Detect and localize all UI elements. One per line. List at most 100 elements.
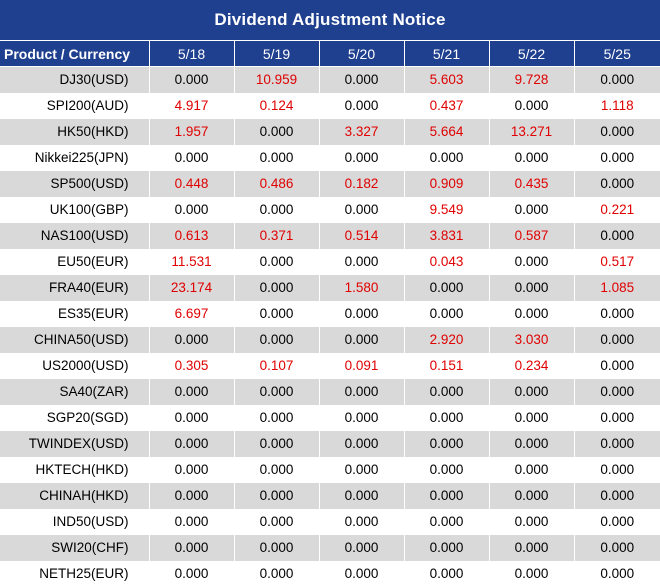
value-cell: 0.000 [149, 534, 235, 561]
value-cell: 0.000 [489, 274, 575, 301]
value-cell: 0.000 [404, 430, 490, 457]
product-cell: SPI200(AUD) [0, 92, 150, 119]
value-cell: 0.000 [489, 404, 575, 431]
table-row: FRA40(EUR) 23.174 0.000 1.580 0.000 0.000 1.08… [0, 274, 660, 301]
table-row: CHINAH(HKD) 0.000 0.000 0.000 0.000 0.000 0.00… [0, 482, 660, 509]
product-column-header: Product / Currency [0, 40, 150, 67]
value-cell: 2.920 [404, 326, 490, 353]
value-cell: 0.000 [234, 534, 320, 561]
value-cell: 0.000 [489, 196, 575, 223]
value-cell: 0.517 [574, 248, 660, 275]
value-cell: 0.000 [319, 326, 405, 353]
value-cell: 9.549 [404, 196, 490, 223]
value-cell: 0.000 [574, 170, 660, 197]
value-cell: 1.580 [319, 274, 405, 301]
value-cell: 0.000 [234, 248, 320, 275]
table-row: NAS100(USD) 0.613 0.371 0.514 3.831 0.587 0.00… [0, 222, 660, 249]
value-cell: 0.000 [319, 144, 405, 171]
value-cell: 0.000 [404, 404, 490, 431]
table-body: DJ30(USD) 0.000 10.959 0.000 5.603 9.728 0.000… [0, 66, 660, 586]
value-cell: 0.000 [574, 300, 660, 327]
product-cell: CHINA50(USD) [0, 326, 150, 353]
value-cell: 0.371 [234, 222, 320, 249]
date-column-header: 5/19 [234, 40, 320, 67]
table-row: HK50(HKD) 1.957 0.000 3.327 5.664 13.271 0.000 [0, 118, 660, 145]
value-cell: 0.000 [234, 456, 320, 483]
value-cell: 0.000 [489, 508, 575, 535]
value-cell: 0.000 [149, 430, 235, 457]
value-cell: 0.000 [234, 326, 320, 353]
value-cell: 0.000 [234, 196, 320, 223]
value-cell: 0.000 [234, 300, 320, 327]
product-cell: IND50(USD) [0, 508, 150, 535]
value-cell: 0.124 [234, 92, 320, 119]
value-cell: 6.697 [149, 300, 235, 327]
value-cell: 0.000 [149, 378, 235, 405]
value-cell: 0.000 [234, 378, 320, 405]
value-cell: 0.000 [404, 456, 490, 483]
value-cell: 0.000 [574, 352, 660, 379]
value-cell: 0.000 [319, 300, 405, 327]
table-row: ES35(EUR) 6.697 0.000 0.000 0.000 0.000 0.000 [0, 300, 660, 327]
product-cell: EU50(EUR) [0, 248, 150, 275]
value-cell: 0.000 [489, 456, 575, 483]
value-cell: 0.000 [319, 560, 405, 586]
value-cell: 0.151 [404, 352, 490, 379]
value-cell: 3.030 [489, 326, 575, 353]
value-cell: 0.000 [234, 508, 320, 535]
value-cell: 13.271 [489, 118, 575, 145]
product-cell: TWINDEX(USD) [0, 430, 150, 457]
value-cell: 0.000 [574, 430, 660, 457]
dividend-table: Product / Currency 5/18 5/19 5/20 5/21 5… [0, 40, 660, 586]
product-cell: DJ30(USD) [0, 66, 150, 93]
product-cell: NAS100(USD) [0, 222, 150, 249]
value-cell: 0.091 [319, 352, 405, 379]
value-cell: 0.000 [574, 482, 660, 509]
value-cell: 0.000 [234, 118, 320, 145]
value-cell: 3.831 [404, 222, 490, 249]
value-cell: 9.728 [489, 66, 575, 93]
table-row: DJ30(USD) 0.000 10.959 0.000 5.603 9.728 0.000 [0, 66, 660, 93]
value-cell: 4.917 [149, 92, 235, 119]
date-column-header: 5/20 [319, 40, 405, 67]
table-row: IND50(USD) 0.000 0.000 0.000 0.000 0.000 0.000 [0, 508, 660, 535]
table-row: EU50(EUR) 11.531 0.000 0.000 0.043 0.000 0.517 [0, 248, 660, 275]
value-cell: 0.448 [149, 170, 235, 197]
product-cell: SP500(USD) [0, 170, 150, 197]
value-cell: 0.000 [489, 248, 575, 275]
table-row: US2000(USD) 0.305 0.107 0.091 0.151 0.234 0.00… [0, 352, 660, 379]
value-cell: 0.000 [574, 118, 660, 145]
value-cell: 1.118 [574, 92, 660, 119]
value-cell: 0.000 [574, 326, 660, 353]
value-cell: 0.000 [574, 66, 660, 93]
value-cell: 5.603 [404, 66, 490, 93]
value-cell: 0.000 [234, 430, 320, 457]
value-cell: 0.000 [489, 482, 575, 509]
value-cell: 0.000 [149, 404, 235, 431]
value-cell: 0.000 [319, 508, 405, 535]
value-cell: 0.000 [489, 430, 575, 457]
value-cell: 0.000 [149, 326, 235, 353]
value-cell: 0.000 [574, 534, 660, 561]
value-cell: 0.043 [404, 248, 490, 275]
value-cell: 0.000 [574, 560, 660, 586]
value-cell: 0.000 [404, 300, 490, 327]
value-cell: 3.327 [319, 118, 405, 145]
product-cell: CHINAH(HKD) [0, 482, 150, 509]
value-cell: 0.000 [319, 404, 405, 431]
value-cell: 0.000 [149, 456, 235, 483]
table-row: UK100(GBP) 0.000 0.000 0.000 9.549 0.000 0.221 [0, 196, 660, 223]
value-cell: 0.107 [234, 352, 320, 379]
product-cell: ES35(EUR) [0, 300, 150, 327]
value-cell: 0.000 [404, 274, 490, 301]
value-cell: 0.000 [319, 66, 405, 93]
value-cell: 0.000 [489, 144, 575, 171]
table-row: CHINA50(USD) 0.000 0.000 0.000 2.920 3.030 0.0… [0, 326, 660, 353]
value-cell: 0.000 [489, 92, 575, 119]
date-column-header: 5/25 [574, 40, 660, 67]
table-row: SPI200(AUD) 4.917 0.124 0.000 0.437 0.000 1.11… [0, 92, 660, 119]
value-cell: 0.000 [149, 144, 235, 171]
date-column-header: 5/18 [149, 40, 235, 67]
value-cell: 0.000 [574, 222, 660, 249]
